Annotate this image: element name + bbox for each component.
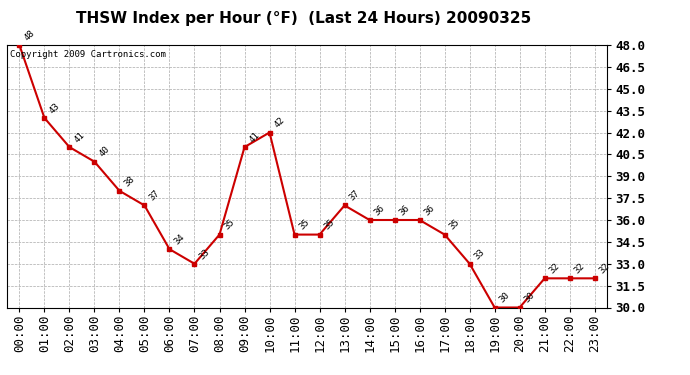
Text: 35: 35 — [297, 218, 311, 232]
Text: 40: 40 — [97, 145, 111, 159]
Text: 33: 33 — [473, 247, 486, 261]
Text: 43: 43 — [47, 101, 61, 115]
Text: 38: 38 — [122, 174, 136, 188]
Text: 36: 36 — [422, 203, 436, 217]
Text: 36: 36 — [373, 203, 386, 217]
Text: 37: 37 — [147, 189, 161, 202]
Text: 35: 35 — [222, 218, 236, 232]
Text: 34: 34 — [172, 232, 186, 246]
Text: 32: 32 — [598, 262, 611, 276]
Text: 30: 30 — [497, 291, 511, 305]
Text: 41: 41 — [247, 130, 262, 144]
Text: 35: 35 — [447, 218, 462, 232]
Text: Copyright 2009 Cartronics.com: Copyright 2009 Cartronics.com — [10, 50, 166, 59]
Text: 48: 48 — [22, 28, 36, 42]
Text: 41: 41 — [72, 130, 86, 144]
Text: 36: 36 — [397, 203, 411, 217]
Text: THSW Index per Hour (°F)  (Last 24 Hours) 20090325: THSW Index per Hour (°F) (Last 24 Hours)… — [76, 11, 531, 26]
Text: 42: 42 — [273, 116, 286, 130]
Text: 32: 32 — [547, 262, 562, 276]
Text: 37: 37 — [347, 189, 362, 202]
Text: 35: 35 — [322, 218, 336, 232]
Text: 33: 33 — [197, 247, 211, 261]
Text: 30: 30 — [522, 291, 536, 305]
Text: 32: 32 — [573, 262, 586, 276]
